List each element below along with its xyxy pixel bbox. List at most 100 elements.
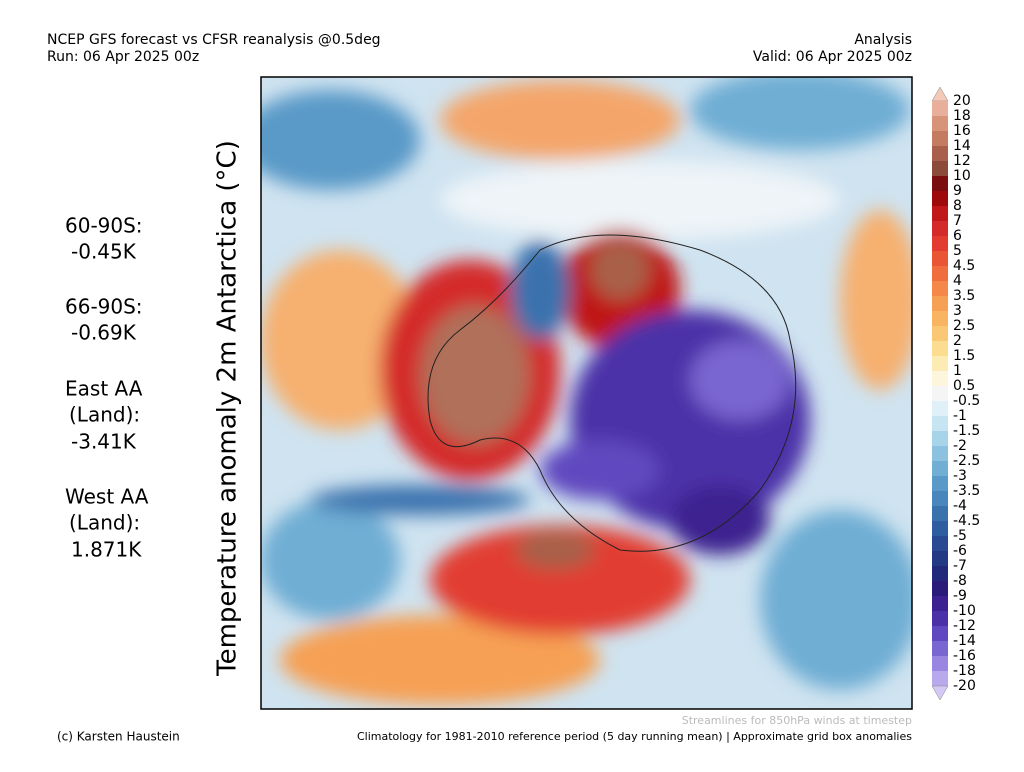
colorbar-label: 20 xyxy=(953,93,971,109)
colorbar-label: -20 xyxy=(953,678,976,694)
colorbar-segment xyxy=(932,221,948,236)
colorbar-label: 12 xyxy=(953,153,971,169)
colorbar-segment xyxy=(932,596,948,611)
colorbar-label: -6 xyxy=(953,543,967,559)
colorbar-segment xyxy=(932,371,948,386)
colorbar-segment xyxy=(932,386,948,401)
stat-line: 60-90S: xyxy=(65,214,143,238)
colorbar-segment xyxy=(932,641,948,656)
stat-line: West AA xyxy=(65,485,149,509)
colorbar-segment xyxy=(932,296,948,311)
colorbar-segment xyxy=(932,236,948,251)
colorbar-segment xyxy=(932,356,948,371)
colorbar-segment xyxy=(932,146,948,161)
colorbar-label: -14 xyxy=(953,633,976,649)
colorbar-segment xyxy=(932,191,948,206)
colorbar-segment xyxy=(932,491,948,506)
colorbar-label: 1.5 xyxy=(953,348,975,364)
colorbar-label: 9 xyxy=(953,183,962,199)
colorbar-segment xyxy=(932,311,948,326)
colorbar-label: 8 xyxy=(953,198,962,214)
colorbar-segment xyxy=(932,176,948,191)
stat-line: (Land): xyxy=(69,511,140,535)
streamline-note: Streamlines for 850hPa winds at timestep xyxy=(682,714,912,727)
colorbar-label: 16 xyxy=(953,123,971,139)
colorbar-segment xyxy=(932,416,948,431)
colorbar-label: 18 xyxy=(953,108,971,124)
colorbar-segment xyxy=(932,626,948,641)
colorbar-label: 1 xyxy=(953,363,962,379)
colorbar-label: -9 xyxy=(953,588,967,604)
stat-line: 1.871K xyxy=(71,538,142,562)
colorbar-segment xyxy=(932,266,948,281)
colorbar-label: -3.5 xyxy=(953,483,980,499)
colorbar-label: 2.5 xyxy=(953,318,975,334)
colorbar-cap xyxy=(931,86,949,102)
stat-line: -0.69K xyxy=(71,321,137,345)
colorbar-segment xyxy=(932,101,948,116)
colorbar-label: -4 xyxy=(953,498,967,514)
stat-line: (Land): xyxy=(69,403,140,427)
colorbar-label: 10 xyxy=(953,168,971,184)
colorbar-label: -18 xyxy=(953,663,976,679)
title: NCEP GFS forecast vs CFSR reanalysis @0.… xyxy=(47,32,381,48)
climatology-note: Climatology for 1981-2010 reference peri… xyxy=(357,730,912,743)
colorbar-segment xyxy=(932,506,948,521)
colorbar-label: -7 xyxy=(953,558,967,574)
colorbar-label: 4 xyxy=(953,273,962,289)
colorbar-segment xyxy=(932,116,948,131)
colorbar-label: 7 xyxy=(953,213,962,229)
colorbar-segment xyxy=(932,461,948,476)
colorbar-segment xyxy=(932,476,948,491)
colorbar-label: 2 xyxy=(953,333,962,349)
valid: Valid: 06 Apr 2025 00z xyxy=(753,49,912,65)
colorbar-segment xyxy=(932,551,948,566)
colorbar-label: -2 xyxy=(953,438,967,454)
colorbar-label: 4.5 xyxy=(953,258,975,274)
colorbar-label: -1.5 xyxy=(953,423,980,439)
colorbar-segment xyxy=(932,161,948,176)
colorbar-segment xyxy=(932,656,948,671)
colorbar-label: -5 xyxy=(953,528,967,544)
colorbar-segment xyxy=(932,401,948,416)
colorbar-segment xyxy=(932,536,948,551)
colorbar-segment xyxy=(932,611,948,626)
colorbar-label: -0.5 xyxy=(953,393,980,409)
colorbar-segment xyxy=(932,446,948,461)
colorbar-label: 14 xyxy=(953,138,971,154)
colorbar-label: 3.5 xyxy=(953,288,975,304)
colorbar-label: -10 xyxy=(953,603,976,619)
colorbar-segment xyxy=(932,566,948,581)
stat-line: East AA xyxy=(65,377,143,401)
colorbar-label: -4.5 xyxy=(953,513,980,529)
colorbar-segment xyxy=(932,521,948,536)
colorbar-segment xyxy=(932,206,948,221)
colorbar-segment xyxy=(932,251,948,266)
colorbar-cap xyxy=(931,685,949,701)
colorbar-segment xyxy=(932,281,948,296)
colorbar-label: -2.5 xyxy=(953,453,980,469)
colorbar-label: 0.5 xyxy=(953,378,975,394)
colorbar-label: 3 xyxy=(953,303,962,319)
axis-label: Temperature anomaly 2m Antarctica (°C) xyxy=(213,140,243,677)
stat-line: 66-90S: xyxy=(65,295,143,319)
colorbar-segment xyxy=(932,341,948,356)
colorbar-label: 6 xyxy=(953,228,962,244)
credit: (c) Karsten Haustein xyxy=(57,730,180,744)
colorbar-label: 5 xyxy=(953,243,962,259)
colorbar-segment xyxy=(932,131,948,146)
colorbar-label: -8 xyxy=(953,573,967,589)
map xyxy=(261,77,912,709)
colorbar-segment xyxy=(932,431,948,446)
colorbar-label: -3 xyxy=(953,468,967,484)
stat-line: -0.45K xyxy=(71,240,137,264)
analysis: Analysis xyxy=(854,32,912,48)
run: Run: 06 Apr 2025 00z xyxy=(47,49,199,65)
colorbar-label: -1 xyxy=(953,408,967,424)
colorbar-segment xyxy=(932,671,948,686)
colorbar-label: -12 xyxy=(953,618,976,634)
stat-line: -3.41K xyxy=(71,430,137,454)
colorbar-segment xyxy=(932,581,948,596)
colorbar-label: -16 xyxy=(953,648,976,664)
